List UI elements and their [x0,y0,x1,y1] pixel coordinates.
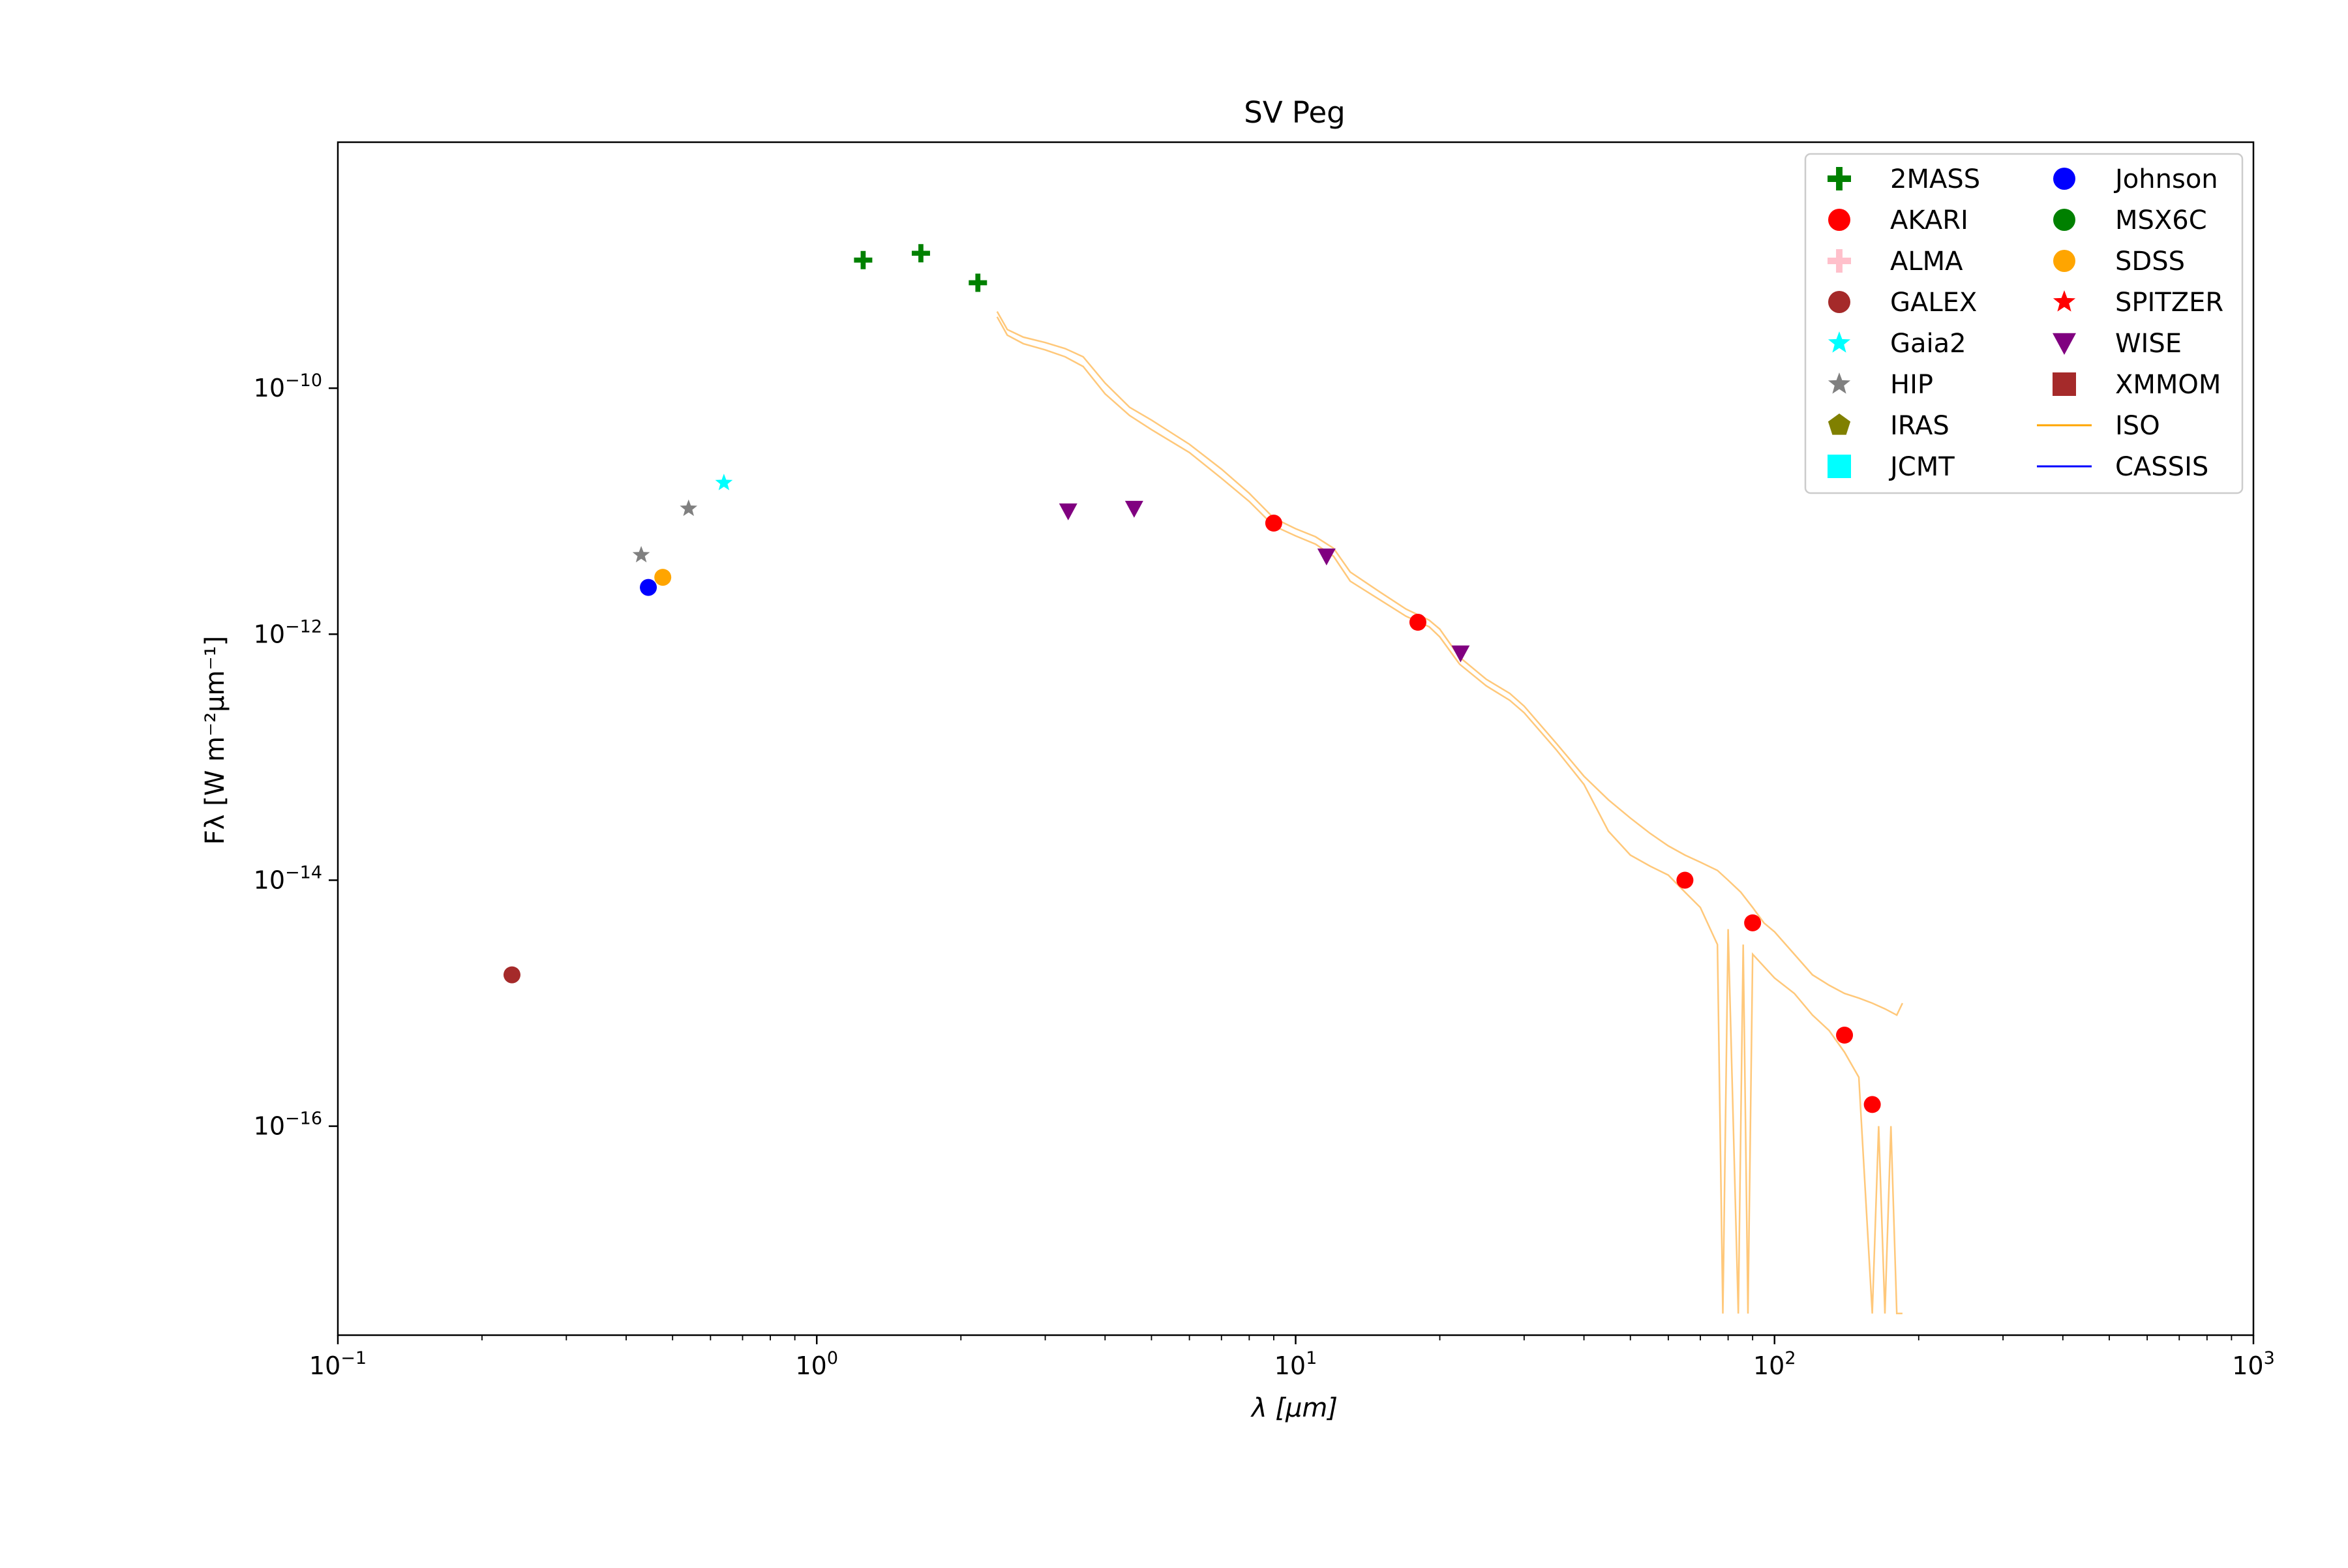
legend-label-wise: WISE [2115,329,2182,359]
y-tick-label: 10−12 [254,616,322,648]
legend-marker-spitzer [2053,290,2076,312]
legend-label-iras: IRAS [1890,411,1949,441]
legend-marker-sdss [2053,250,2075,272]
legend-label-akari: AKARI [1890,205,1968,235]
y-axis-label: Fλ [W m⁻²μm⁻¹] [200,636,230,845]
legend-label-iso: ISO [2115,411,2160,441]
wise-point-0 [1059,503,1077,520]
legend-label-gaia2: Gaia2 [1890,329,1966,359]
legend-label-alma: ALMA [1890,247,1963,277]
x-tick-label: 103 [2232,1348,2275,1380]
legend-marker-gaia2 [1828,331,1851,353]
2mass-point-1 [911,244,930,263]
legend-label-galex: GALEX [1890,288,1977,318]
hip-point-1 [680,499,698,517]
legend-label-msx6c: MSX6C [2115,205,2207,235]
x-tick-label: 102 [1753,1348,1796,1380]
legend-marker-msx6c [2053,209,2075,231]
data-points-layer [503,244,1881,1113]
legend-label-cassis: CASSIS [2115,452,2208,482]
legend-label-jcmt: JCMT [1888,452,1955,482]
legend-marker-johnson [2053,168,2075,190]
legend-marker-akari [1828,209,1850,231]
galex-point-0 [503,966,520,984]
legend-marker-wise [2053,333,2076,355]
y-tick-label: 10−14 [254,862,322,894]
x-tick-label: 10−1 [309,1348,367,1380]
akari-point-4 [1836,1026,1854,1044]
wise-point-2 [1317,548,1336,565]
y-tick-label: 10−10 [254,370,322,402]
gaia2-point-0 [715,474,733,490]
iso-spectrum-upper [996,310,1904,1017]
legend-label-2mass: 2MASS [1890,164,1980,194]
legend: 2MASS AKARI ALMA GALEX Gaia2 HIP IRAS JCMT Johns… [1804,153,2244,494]
x-axis-label: λ [μm] [1250,1393,1338,1423]
legend-label-hip: HIP [1890,370,1933,400]
chart-title: SV Peg [1244,95,1345,130]
legend-marker-alma [1828,249,1851,273]
legend-marker-hip [1828,372,1851,394]
legend-label-spitzer: SPITZER [2115,288,2223,318]
wise-point-1 [1124,500,1143,518]
legend-marker-2mass [1828,167,1851,190]
legend-marker-xmmom [2053,372,2076,396]
iso-spectrum-layer [996,310,1904,1315]
akari-point-2 [1676,871,1694,889]
legend-label-johnson: Johnson [2113,164,2218,194]
legend-marker-jcmt [1828,455,1851,478]
iso-spectrum-lower [996,316,1903,1315]
sdss-point-0 [654,569,672,586]
akari-point-3 [1744,914,1762,931]
akari-point-5 [1863,1096,1881,1113]
2mass-point-2 [969,273,987,292]
axes-layer: 10−1 100 101 102 103 10−10 10−12 10−14 10−16 [254,141,2275,1380]
x-tick-label: 100 [795,1348,838,1380]
johnson-point-0 [640,579,657,596]
legend-label-xmmom: XMMOM [2115,370,2221,400]
2mass-point-0 [854,250,873,269]
wise-point-3 [1451,645,1470,663]
akari-point-1 [1409,614,1426,631]
hip-point-0 [632,546,650,563]
legend-box [1804,153,2244,494]
x-tick-label: 101 [1274,1348,1317,1380]
legend-marker-galex [1828,291,1850,313]
akari-point-0 [1265,515,1282,532]
legend-marker-iras [1828,414,1851,435]
legend-label-sdss: SDSS [2115,247,2185,277]
y-tick-label: 10−16 [254,1109,322,1141]
